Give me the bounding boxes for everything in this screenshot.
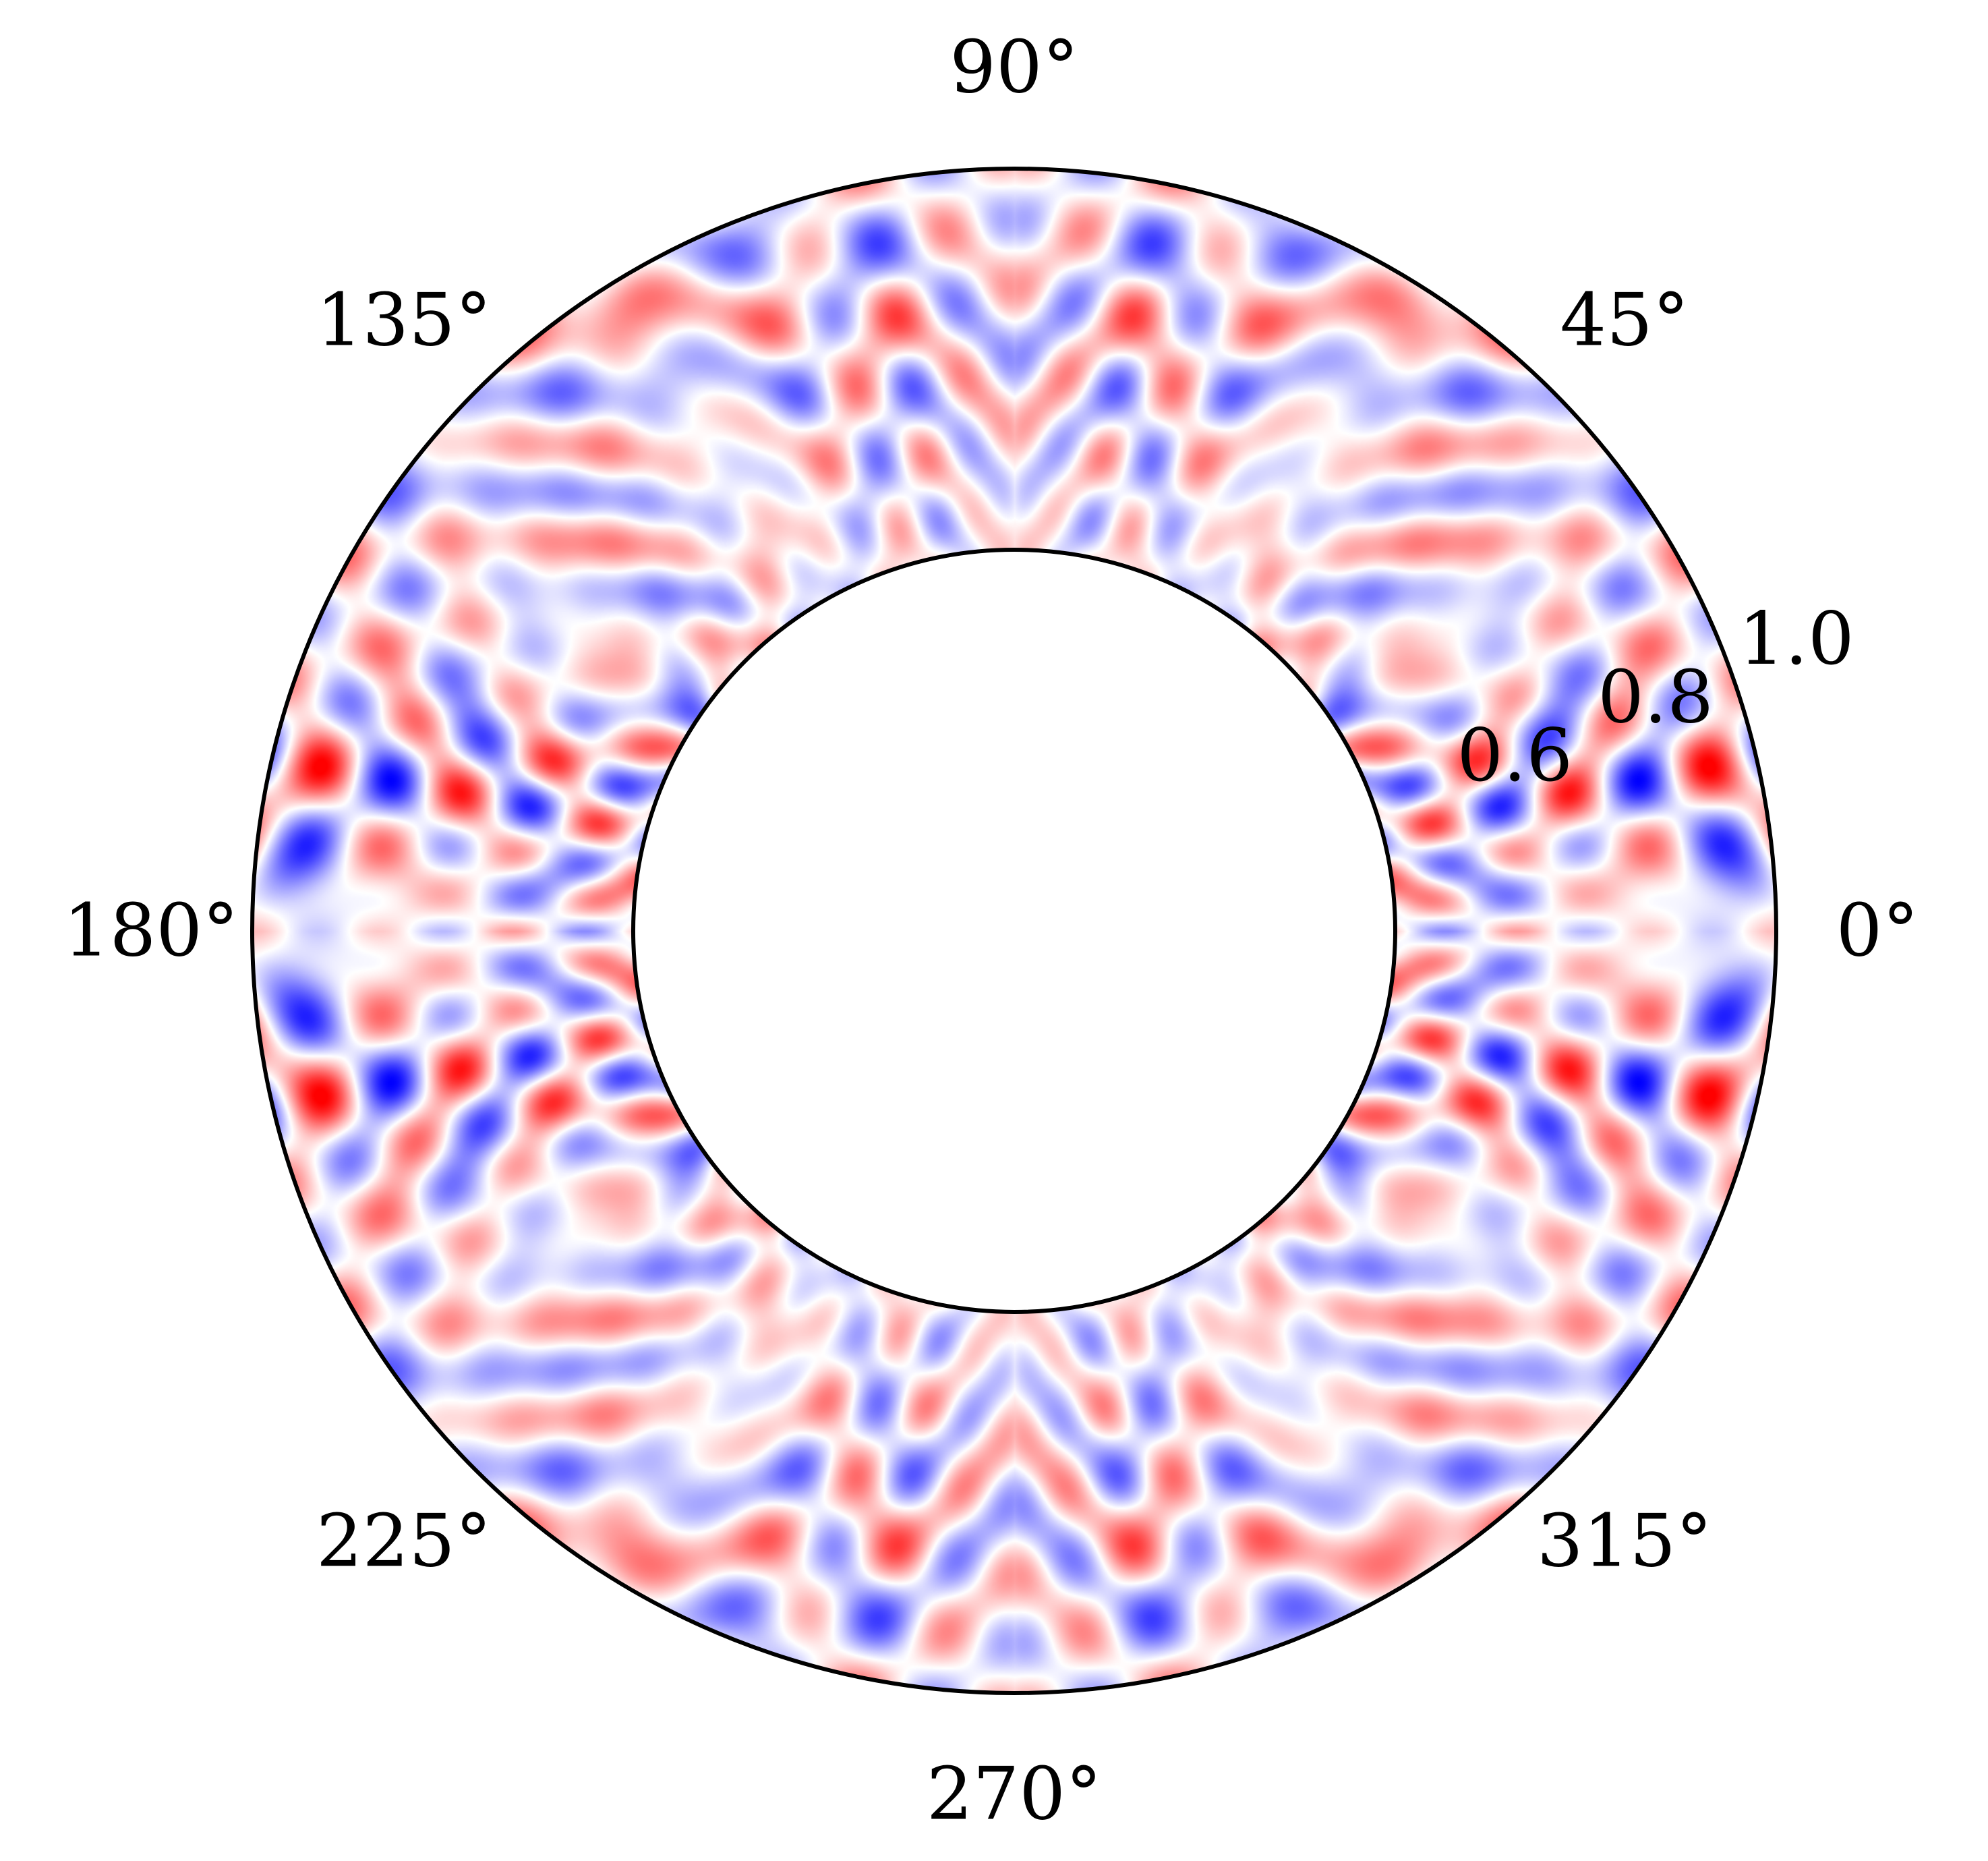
radius-tick-0-8: 0.8 — [1598, 656, 1714, 740]
radius-tick-0-6: 0.6 — [1457, 714, 1573, 798]
angle-tick-315: 315° — [1537, 1499, 1712, 1584]
angle-tick-180: 180° — [63, 889, 239, 973]
angle-tick-225: 225° — [316, 1499, 492, 1584]
radial-tick-labels: 0.6 0.8 1.0 — [1457, 597, 1854, 798]
angle-tick-90: 90° — [949, 26, 1078, 110]
outer-radius-circle — [250, 167, 1778, 1695]
inner-radius-circle — [631, 548, 1397, 1314]
radius-tick-1-0: 1.0 — [1738, 597, 1854, 681]
angle-tick-135: 135° — [316, 278, 492, 362]
angle-tick-270: 270° — [927, 1752, 1102, 1837]
angle-tick-45: 45° — [1560, 278, 1689, 362]
angle-tick-0: 0° — [1836, 889, 1919, 973]
angular-tick-labels: 0° 45° 90° 135° 180° 225° 270° 315° — [63, 26, 1919, 1837]
